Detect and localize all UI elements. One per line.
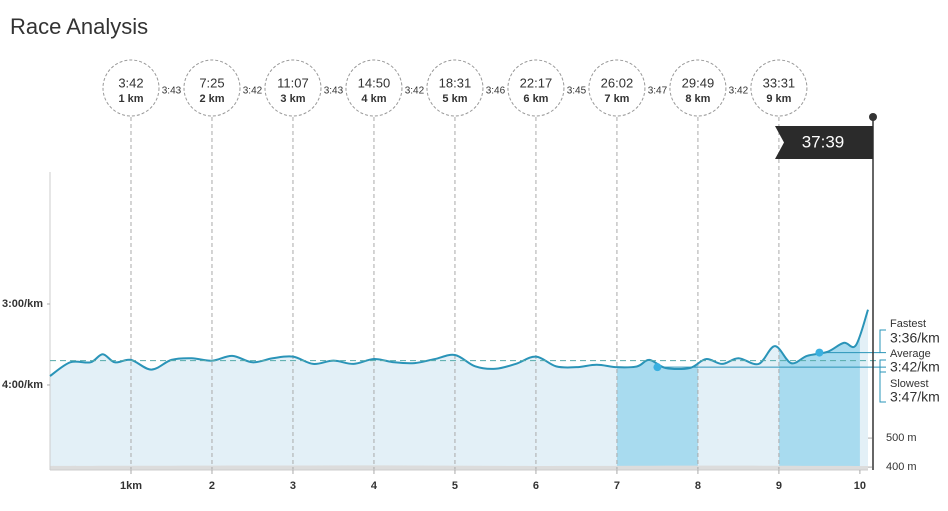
ref-value: 3:47/km: [890, 389, 940, 405]
finish-time: 37:39: [802, 132, 845, 151]
split-time: 18:31: [439, 75, 472, 90]
bracket: [879, 329, 886, 354]
split-km: 6 km: [523, 93, 548, 105]
ref-name: Slowest: [890, 378, 929, 390]
split-pace: 3:47: [648, 86, 668, 97]
split-time: 22:17: [520, 75, 553, 90]
split-km: 2 km: [199, 93, 224, 105]
split-pace: 3:42: [405, 86, 425, 97]
y2-tick-label: 400 m: [886, 461, 917, 473]
finish-dot: [869, 113, 877, 121]
y2-tick-label: 500 m: [886, 432, 917, 444]
split-circle: [588, 59, 646, 117]
split-time: 29:49: [682, 75, 715, 90]
split-km: 4 km: [361, 93, 386, 105]
split-circle: [669, 59, 727, 117]
split-circle: [102, 59, 160, 117]
x-tick-label: 6: [533, 480, 539, 492]
x-tick-label: 4: [371, 480, 378, 492]
ref-value: 3:36/km: [890, 330, 940, 346]
split-km: 9 km: [766, 93, 791, 105]
split-circle: [426, 59, 484, 117]
split-time: 11:07: [277, 75, 309, 90]
split-time: 26:02: [601, 75, 634, 90]
highlight-area: [616, 359, 698, 470]
split-km: 5 km: [442, 93, 467, 105]
highlight-area: [778, 336, 860, 470]
page-title: Race Analysis: [10, 14, 148, 39]
elevation-area: [50, 465, 868, 470]
x-tick-label: 9: [776, 480, 782, 492]
split-km: 8 km: [685, 93, 710, 105]
split-pace: 3:45: [567, 86, 587, 97]
split-pace: 3:42: [729, 86, 749, 97]
x-tick-label: 5: [452, 480, 458, 492]
split-circle: [750, 59, 808, 117]
x-tick-label: 2: [209, 480, 215, 492]
x-tick-label: 10: [854, 480, 866, 492]
pace-area: [50, 309, 868, 470]
split-time: 7:25: [199, 75, 224, 90]
finish-flag: [775, 126, 873, 159]
x-tick-label: 7: [614, 480, 620, 492]
y-tick-label: 3:00/km: [2, 298, 43, 310]
split-time: 33:31: [763, 75, 796, 90]
bracket: [879, 359, 886, 373]
split-circle: [345, 59, 403, 117]
split-pace: 3:42: [243, 86, 263, 97]
x-tick-label: 1km: [120, 480, 142, 492]
split-km: 3 km: [280, 93, 305, 105]
ref-value: 3:42/km: [890, 359, 940, 375]
pace-line: [49, 309, 869, 377]
split-time: 14:50: [358, 75, 391, 90]
bracket: [879, 366, 886, 403]
split-pace: 3:43: [324, 86, 344, 97]
x-tick-label: 3: [290, 480, 296, 492]
split-circle: [507, 59, 565, 117]
split-circle: [183, 59, 241, 117]
ref-dot: [815, 348, 824, 357]
x-tick-label: 8: [695, 480, 701, 492]
ref-dot: [653, 363, 662, 372]
split-circle: [264, 59, 322, 117]
y-tick-label: 4:00/km: [2, 379, 43, 391]
split-km: 7 km: [604, 93, 629, 105]
split-km: 1 km: [118, 93, 143, 105]
ref-name: Fastest: [890, 318, 926, 330]
ref-name: Average: [890, 348, 931, 360]
split-time: 3:42: [118, 75, 143, 90]
split-pace: 3:43: [162, 86, 182, 97]
split-pace: 3:46: [486, 86, 506, 97]
